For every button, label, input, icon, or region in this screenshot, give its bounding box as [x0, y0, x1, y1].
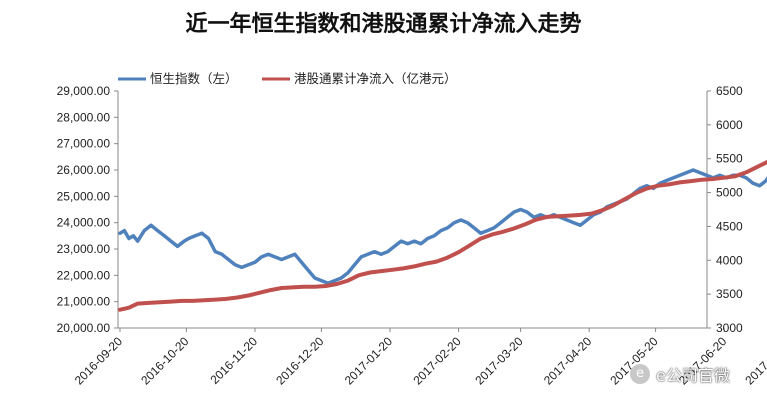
right-y-tick-label: 4500 [716, 219, 743, 233]
chart-title: 近一年恒生指数和港股通累计净流入走势 [185, 12, 582, 37]
legend-label: 恒生指数（左） [150, 71, 238, 86]
left-y-tick-label: 28,000.00 [57, 110, 111, 124]
right-y-tick-label: 6000 [716, 118, 743, 132]
e-circle-logo-icon: e [630, 364, 650, 384]
legend: 恒生指数（左） 港股通累计净流入（亿港元） [118, 71, 457, 86]
axes [114, 90, 725, 332]
right-y-tick-label: 3000 [716, 321, 743, 335]
series-lines [118, 159, 767, 312]
southbound-inflow-series-line [118, 159, 767, 312]
x-tick-label: 2017-02-20 [410, 334, 464, 388]
x-tick-label: 2016-10-20 [138, 334, 192, 388]
right-y-tick-label: 3500 [716, 287, 743, 301]
legend-label: 港股通累计净流入（亿港元） [294, 71, 457, 86]
left-y-tick-label: 21,000.00 [57, 295, 111, 309]
right-y-tick-label: 4000 [716, 253, 743, 267]
left-y-tick-label: 23,000.00 [57, 242, 111, 256]
x-tick-label: 2017-04-20 [541, 334, 595, 388]
hsi-series-line [118, 168, 767, 285]
left-y-tick-label: 29,000.00 [57, 84, 111, 98]
left-y-tick-label: 20,000.00 [57, 321, 111, 335]
right-y-tick-label: 5000 [716, 186, 743, 200]
left-y-tick-label: 25,000.00 [57, 189, 111, 203]
left-y-tick-label: 26,000.00 [57, 163, 111, 177]
x-tick-label: 2016-11-20 [207, 334, 260, 387]
x-tick-label: 2016-09-20 [72, 334, 126, 388]
left-y-tick-label: 22,000.00 [57, 268, 111, 282]
watermark: e e公司官微 [630, 360, 758, 388]
left-y-tick-label: 24,000.00 [57, 216, 111, 230]
x-tick-label: 2017-01-20 [342, 334, 396, 388]
x-tick-label: 2016-12-20 [273, 334, 327, 388]
right-y-tick-label: 5500 [716, 152, 743, 166]
x-tick-label: 2017-03-20 [472, 334, 526, 388]
right-y-tick-label: 6500 [716, 84, 743, 98]
left-y-tick-label: 27,000.00 [57, 137, 111, 151]
watermark-text: e公司官微 [656, 366, 730, 385]
